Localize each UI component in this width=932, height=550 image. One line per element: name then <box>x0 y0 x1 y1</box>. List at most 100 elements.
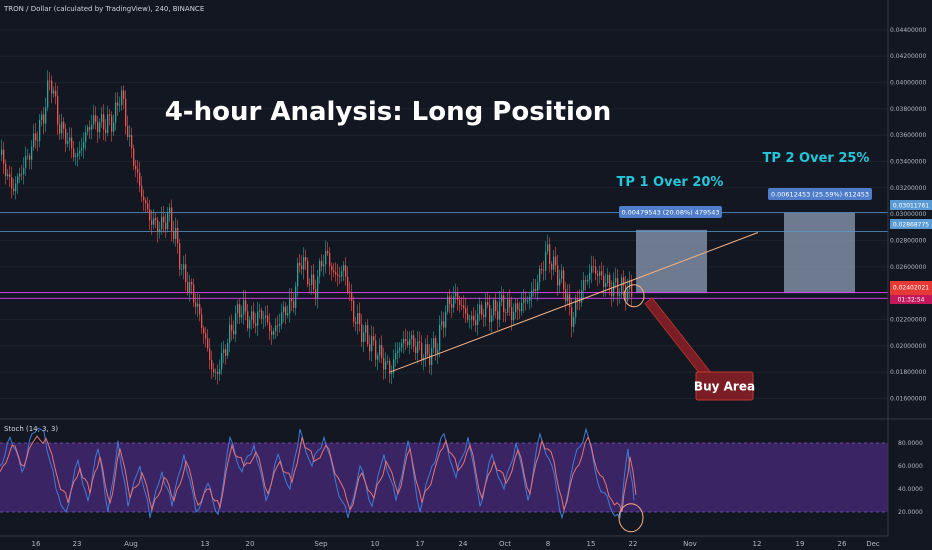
date-tick-label: 23 <box>73 540 82 548</box>
price-axis-ticks[interactable]: 0.04400000 0.04200000 0.04000000 0.03800000… <box>890 27 926 403</box>
candle-body <box>189 281 191 293</box>
tp1-target-box <box>636 229 707 294</box>
candle-body <box>245 300 247 312</box>
price-tick-label: 0.02200000 <box>890 316 926 323</box>
candle-body <box>411 335 413 340</box>
candle-body <box>549 244 551 264</box>
candle-body <box>183 264 185 270</box>
candle-body <box>439 324 441 350</box>
candle-body <box>145 200 147 204</box>
candle-body <box>387 361 389 362</box>
candle-body <box>173 231 175 239</box>
candle-body <box>435 338 437 354</box>
horizontal-levels <box>0 212 888 299</box>
candle-body <box>351 292 353 301</box>
tp2-target-box <box>784 212 855 294</box>
candle-body <box>359 312 361 325</box>
badge-time-bg <box>890 295 932 304</box>
candle-body <box>469 319 471 321</box>
candle-body <box>379 345 381 356</box>
candle-body <box>433 338 435 348</box>
candle-body <box>363 332 365 342</box>
candle-body <box>129 135 131 138</box>
candle-body <box>619 294 621 296</box>
candle-body <box>257 311 259 326</box>
candle-body <box>269 322 271 332</box>
candle-body <box>1 149 3 155</box>
candle-body <box>429 354 431 365</box>
candle-body <box>529 297 531 301</box>
candle-body <box>135 165 137 170</box>
candle-body <box>231 324 233 331</box>
candle-body <box>47 80 49 108</box>
badge-price-group: 0.02402021 01:32:54 <box>890 281 932 304</box>
candle-body <box>37 140 39 142</box>
candle-body <box>233 330 235 335</box>
candle-body <box>447 296 449 312</box>
candle-body <box>49 80 51 82</box>
candle-body <box>57 96 59 125</box>
buy-area-callout[interactable]: Buy Area <box>694 371 755 401</box>
date-axis-labels[interactable]: 16 23 Aug 13 20 Sep 10 17 24 Oct 8 15 22 Nov 12 19 26 Dec <box>32 540 880 548</box>
date-tick-label: Dec <box>866 540 880 548</box>
candle-body <box>113 122 115 132</box>
candle-body <box>123 90 125 99</box>
candle-body <box>521 303 523 312</box>
target-boxes <box>636 212 855 294</box>
candle-body <box>119 104 121 106</box>
candle-body <box>55 90 57 97</box>
candle-body <box>267 315 269 323</box>
candle-body <box>161 216 163 230</box>
candle-body <box>83 142 85 149</box>
candle-body <box>265 315 267 318</box>
stoch-pane[interactable] <box>0 427 888 520</box>
candle-body <box>21 173 23 175</box>
candle-body <box>219 369 221 375</box>
date-tick-label: Aug <box>124 540 138 548</box>
candle-body <box>333 270 335 273</box>
buy-area-circle <box>623 284 645 308</box>
candle-body <box>99 121 101 133</box>
candle-body <box>627 289 629 302</box>
date-tick-label: 10 <box>371 540 380 548</box>
price-tick-label: 0.01800000 <box>890 369 926 376</box>
candle-body <box>197 303 199 307</box>
candle-body <box>45 107 47 124</box>
candle-body <box>235 313 237 335</box>
stoch-axis-ticks[interactable]: 80.0000 60.0000 40.0000 20.0000 <box>898 440 923 516</box>
candle-body <box>59 124 61 134</box>
candle-body <box>395 353 397 360</box>
candle-body <box>289 298 291 314</box>
candle-body <box>489 304 491 323</box>
candle-body <box>629 280 631 290</box>
candle-body <box>355 321 357 324</box>
candle-body <box>297 262 299 287</box>
candle-body <box>595 266 597 274</box>
candle-body <box>559 278 561 286</box>
candle-body <box>223 349 225 353</box>
candle-body <box>121 90 123 105</box>
price-tick-label: 0.04000000 <box>890 79 926 86</box>
candle-body <box>397 350 399 354</box>
price-tick-label: 0.02000000 <box>890 343 926 350</box>
candle-body <box>493 300 495 316</box>
candle-body <box>157 220 159 233</box>
badge-upper: 0.03011761 <box>893 203 929 210</box>
candle-body <box>605 283 607 287</box>
candle-body <box>465 308 467 314</box>
box2-label-group: 0.00612453 (25.59%) 612453 <box>768 188 872 200</box>
candle-body <box>337 274 339 276</box>
candle-body <box>445 311 447 328</box>
candle-body <box>551 263 553 270</box>
candle-body <box>287 313 289 316</box>
candle-body <box>163 216 165 223</box>
candle-body <box>357 312 359 324</box>
price-tick-label: 0.02800000 <box>890 237 926 244</box>
candle-body <box>499 301 501 320</box>
candle-body <box>533 288 535 291</box>
candle-body <box>587 279 589 282</box>
candle-body <box>511 307 513 321</box>
badge-lower-group: 0.02868775 <box>890 219 932 229</box>
candle-body <box>483 314 485 318</box>
